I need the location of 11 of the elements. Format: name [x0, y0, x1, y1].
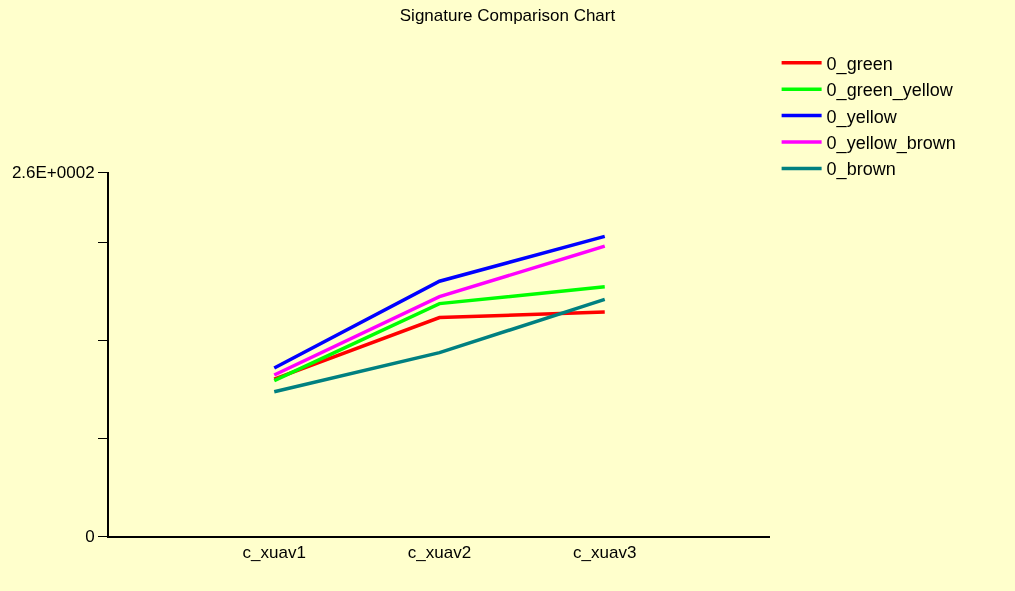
legend-label: 0_brown: [826, 159, 896, 181]
legend-label: 0_yellow_brown: [826, 133, 956, 155]
legend-label: 0_green: [826, 53, 893, 75]
x-tick-label: c_xuav1: [242, 543, 306, 563]
y-tick-label: 0: [85, 526, 95, 546]
x-tick-label: c_xuav2: [407, 543, 472, 563]
y-tick-label: 2.6E+0002: [11, 162, 95, 182]
legend-label: 0_green_yellow: [826, 80, 954, 102]
chart-title: Signature Comparison Chart: [399, 5, 616, 25]
x-tick-label: c_xuav3: [573, 543, 637, 563]
legend-label: 0_yellow: [826, 106, 898, 128]
